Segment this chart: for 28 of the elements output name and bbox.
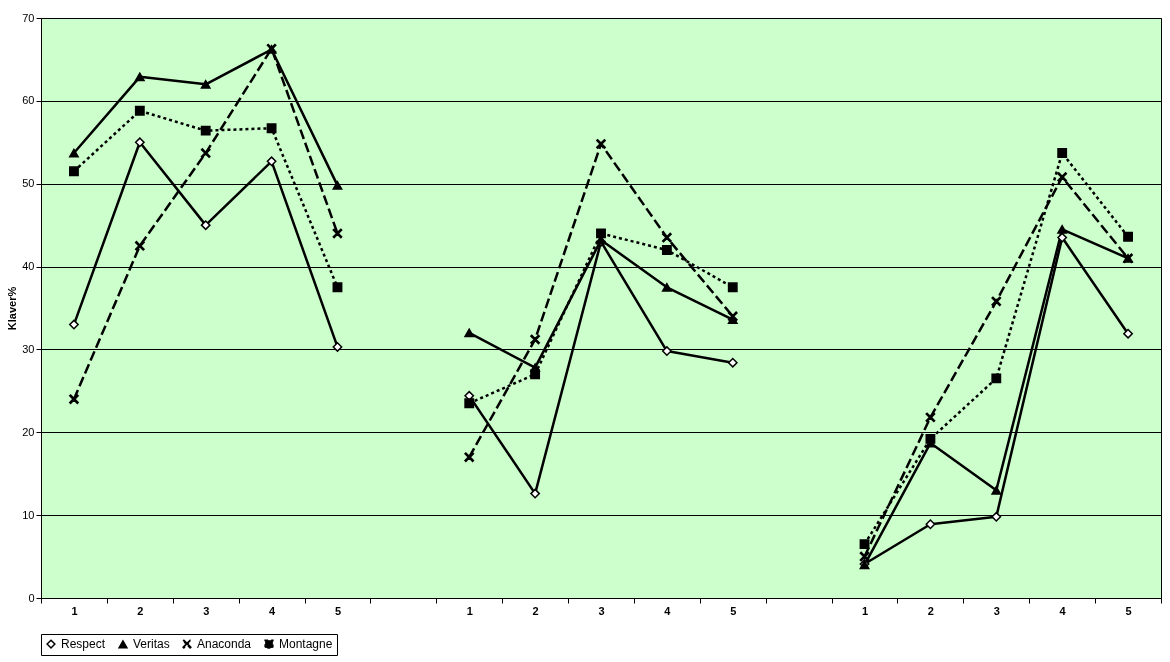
y-tick-label: 10: [22, 508, 35, 521]
x-tick-label: 4: [664, 604, 672, 617]
y-tick-label: 50: [22, 177, 35, 190]
y-tick-label: 20: [22, 425, 35, 438]
x-tick-label: 5: [334, 604, 342, 617]
x-tick-label: 3: [598, 604, 605, 617]
legend-label: Montagne: [279, 637, 333, 652]
y-tick-label: 40: [22, 260, 35, 273]
x-tick-label: 5: [730, 604, 737, 617]
x-tick-label: 4: [269, 604, 277, 617]
x-tick-label: 2: [137, 604, 144, 617]
y-tick-label: 0: [28, 591, 35, 604]
x-tick-label: 1: [861, 604, 869, 617]
y-tick-label: 60: [22, 94, 35, 107]
y-tick-label: 70: [22, 11, 35, 24]
legend-label: Veritas: [133, 637, 170, 652]
legend-label: Anaconda: [197, 637, 252, 652]
x-tick-label: 5: [1125, 604, 1132, 617]
x-tick-label: 3: [993, 604, 1000, 617]
y-tick-label: 30: [22, 342, 35, 355]
y-axis-title: Klaver%: [6, 286, 19, 331]
x-tick-label: 2: [927, 604, 934, 617]
x-tick-label: 3: [203, 604, 210, 617]
x-tick-label: 1: [71, 604, 78, 617]
x-tick-label: 1: [466, 604, 473, 617]
legend-label: Respect: [61, 637, 106, 652]
x-tick-label: 4: [1059, 604, 1067, 617]
x-tick-label: 2: [532, 604, 539, 617]
